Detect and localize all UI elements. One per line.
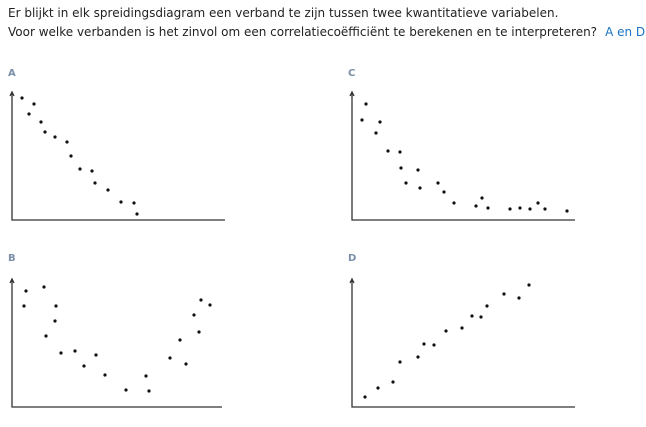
plot-label: A: [8, 68, 16, 79]
dot: [502, 292, 506, 296]
dot: [106, 188, 110, 192]
dot: [360, 118, 364, 122]
dot: [565, 209, 569, 213]
dot: [103, 373, 107, 377]
dot: [444, 329, 448, 333]
dots: [20, 96, 569, 399]
dot: [119, 200, 123, 204]
axes: [9, 90, 225, 221]
dot: [460, 326, 464, 330]
dot: [432, 343, 436, 347]
dot: [518, 206, 522, 210]
dot: [93, 181, 97, 185]
dot: [82, 364, 86, 368]
question-line: Er blijkt in elk spreidingsdiagram een v…: [8, 6, 559, 20]
dot: [39, 120, 43, 124]
dot: [94, 353, 98, 357]
dot: [486, 206, 490, 210]
dot: [178, 338, 182, 342]
dot: [508, 207, 512, 211]
dot: [54, 304, 58, 308]
dot: [208, 303, 212, 307]
dot: [404, 181, 408, 185]
dot: [528, 207, 532, 211]
dot: [418, 186, 422, 190]
dot: [144, 374, 148, 378]
dot: [53, 135, 57, 139]
dot: [90, 169, 94, 173]
question-text: Voor welke verbanden is het zinvol om ee…: [8, 25, 598, 39]
dot: [24, 289, 28, 293]
plot-label: C: [348, 68, 355, 79]
dot: [452, 201, 456, 205]
dot: [199, 298, 203, 302]
question-line: Voor welke verbanden is het zinvol om ee…: [8, 25, 645, 39]
dot: [378, 120, 382, 124]
dot: [44, 334, 48, 338]
dot: [398, 360, 402, 364]
dot: [53, 319, 57, 323]
dot: [20, 96, 24, 100]
axes: [9, 277, 222, 408]
dot: [147, 389, 151, 393]
dot: [197, 330, 201, 334]
dot: [399, 166, 403, 170]
dot: [485, 304, 489, 308]
dot: [43, 130, 47, 134]
dot: [184, 362, 188, 366]
dot: [398, 150, 402, 154]
dot: [479, 315, 483, 319]
dot: [364, 102, 368, 106]
dot: [78, 167, 82, 171]
answer: A en D: [605, 25, 646, 39]
dot: [374, 131, 378, 135]
dot: [391, 380, 395, 384]
axes: [349, 90, 575, 221]
dot: [22, 304, 26, 308]
dot: [527, 283, 531, 287]
dot: [470, 314, 474, 318]
dot: [73, 349, 77, 353]
dot: [65, 140, 69, 144]
dot: [386, 149, 390, 153]
dot: [27, 112, 31, 116]
dot: [543, 207, 547, 211]
dot: [416, 355, 420, 359]
dot: [436, 181, 440, 185]
axes: [349, 277, 575, 408]
dot: [42, 285, 46, 289]
dot: [422, 342, 426, 346]
dot: [135, 212, 139, 216]
dot: [517, 296, 521, 300]
plot-label: B: [8, 253, 16, 264]
dot: [59, 351, 63, 355]
dot: [416, 168, 420, 172]
dot: [363, 395, 367, 399]
dot: [132, 201, 136, 205]
dot: [69, 154, 73, 158]
dot: [536, 201, 540, 205]
dot: [168, 356, 172, 360]
dot: [376, 386, 380, 390]
dot: [124, 388, 128, 392]
dot: [442, 190, 446, 194]
dot: [474, 204, 478, 208]
dot: [192, 313, 196, 317]
dot: [480, 196, 484, 200]
dot: [32, 102, 36, 106]
plot-label: D: [348, 253, 356, 264]
